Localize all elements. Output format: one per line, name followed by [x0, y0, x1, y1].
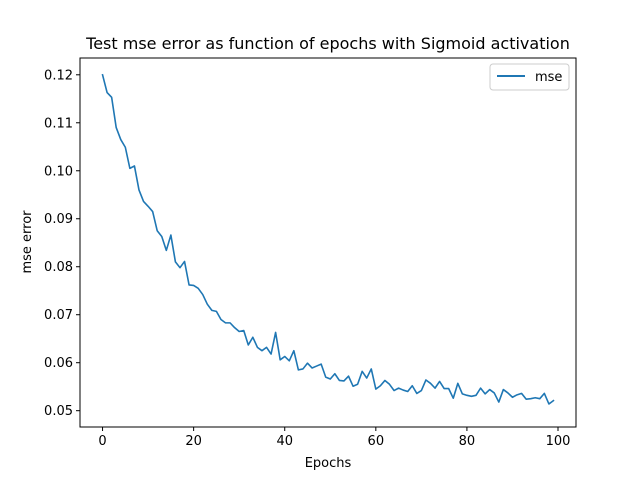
x-tick-label: 80: [459, 434, 476, 449]
x-axis-label: Epochs: [305, 456, 352, 471]
y-axis-label: mse error: [20, 210, 35, 274]
y-tick-label: 0.10: [44, 164, 73, 179]
plot-frame: [79, 57, 577, 428]
x-tick-label: 40: [276, 434, 293, 449]
x-tick-label: 20: [185, 434, 202, 449]
x-tick-label: 60: [368, 434, 385, 449]
y-tick-label: 0.11: [44, 116, 73, 131]
plot-area: [101, 73, 555, 405]
y-axis: 0.05 0.06 0.07 0.08 0.09 0.10 0.11 0.12: [44, 68, 80, 419]
legend-box: [489, 63, 570, 91]
legend-label-mse: mse: [535, 70, 562, 85]
x-tick-label: 100: [546, 434, 571, 449]
legend: mse: [489, 63, 570, 91]
y-tick-label: 0.12: [44, 68, 73, 83]
series-line-mse: [101, 73, 555, 405]
x-tick-label: 0: [98, 434, 106, 449]
y-tick-label: 0.09: [44, 212, 73, 227]
y-tick-label: 0.08: [44, 260, 73, 275]
chart-title: Test mse error as function of epochs wit…: [85, 34, 570, 53]
y-tick-label: 0.05: [44, 404, 73, 419]
y-tick-label: 0.07: [44, 308, 73, 323]
y-tick-label: 0.06: [44, 356, 73, 371]
x-axis: 0 20 40 60 80 100: [98, 427, 570, 449]
